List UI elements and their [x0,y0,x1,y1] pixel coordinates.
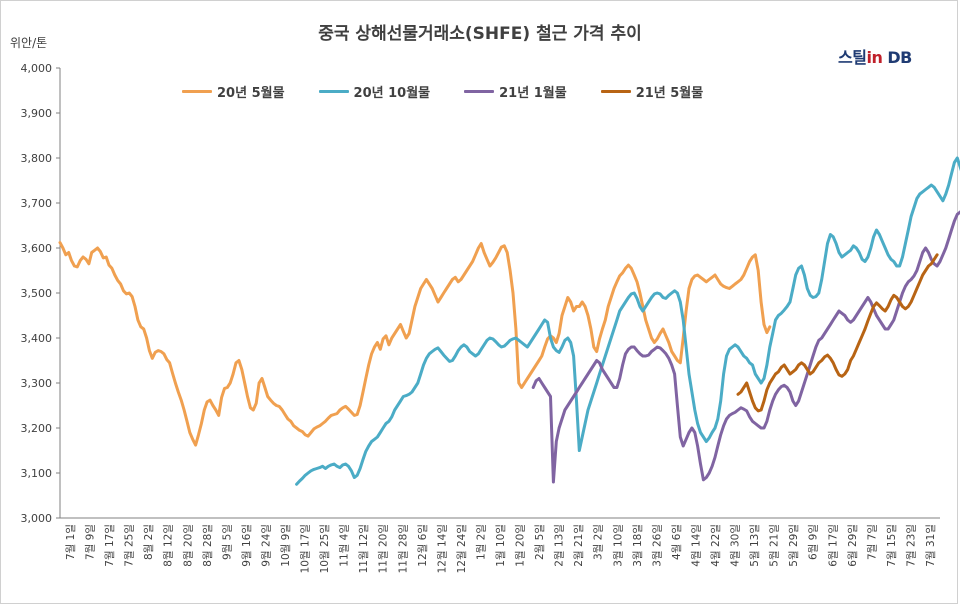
y-tick-label: 3,600 [21,242,53,255]
legend-item-s1: 20년 5월물 [182,82,285,101]
legend-label-s1: 20년 5월물 [217,86,285,101]
x-tick-label: 7월 9일 [84,524,97,560]
x-tick-label: 4월 6일 [670,524,683,560]
x-tick-label: 8월 28일 [201,524,214,567]
x-tick-label: 7월 25일 [123,524,136,567]
y-tick-label: 3,400 [21,332,53,345]
x-tick-label: 8월 12일 [162,524,175,567]
legend-item-s3: 21년 1월물 [464,82,567,101]
x-tick-label: 7월 7일 [865,524,878,560]
x-tick-label: 11월 4일 [338,524,351,567]
series-line-3 [531,210,960,484]
x-tick-label: 4월 30일 [729,524,742,567]
legend-swatch-s2 [318,90,349,93]
legend: 20년 5월물 20년 10월물 21년 1월물 21년 5월물 [182,82,703,101]
x-tick-label: 4월 14일 [689,524,702,567]
x-tick-label: 11월 12일 [357,524,370,573]
x-tick-label: 5월 29일 [787,524,800,567]
x-tick-label: 3월 26일 [650,524,663,567]
x-tick-label: 10월 9일 [279,524,292,567]
y-tick-label: 3,800 [21,152,53,165]
x-tick-label: 12월 14일 [435,524,448,573]
x-tick-label: 3월 10일 [611,524,624,567]
series-layer [58,156,960,486]
legend-swatch-s4 [600,90,631,93]
series-line-1 [58,241,772,447]
x-tick-label: 1월 20일 [514,524,527,567]
x-tick-label: 11월 20일 [377,524,390,573]
x-tick-label: 2월 21일 [572,524,585,567]
legend-swatch-s3 [464,90,495,93]
x-tick-label: 5월 13일 [748,524,761,567]
x-tick-label: 1월 2일 [474,524,487,560]
y-tick-label: 3,100 [21,467,53,480]
legend-item-s4: 21년 5월물 [600,82,704,101]
x-tick-label: 6월 9일 [807,524,820,560]
legend-swatch-s1 [182,90,212,93]
x-tick-label: 2월 13일 [553,524,566,567]
x-tick-label: 9월 16일 [240,524,253,567]
series-line-2 [295,156,960,486]
chart-title: 중국 상해선물거래소(SHFE) 철근 가격 추이 [318,24,642,44]
x-tick-label: 6월 17일 [826,524,839,567]
legend-label-s3: 21년 1월물 [499,86,567,101]
x-tick-label: 7월 1일 [64,524,77,560]
brand-logo-main: 스틸 [838,48,867,67]
y-tick-label: 3,200 [21,422,53,435]
x-tick-label: 1월 10일 [494,524,507,567]
x-tick-label: 3월 2일 [592,524,605,560]
legend-item-s2: 20년 10월물 [318,82,431,101]
y-tick-label: 3,700 [21,197,53,210]
x-tick-label: 7월 23일 [904,524,917,567]
x-tick-label: 10월 25일 [318,524,331,573]
x-tick-label: 9월 5일 [220,524,233,560]
x-tick-label: 8월 20일 [181,524,194,567]
x-tick-label: 7월 15일 [885,524,898,567]
y-tick-label: 3,500 [21,287,53,300]
y-tick-label: 3,300 [21,377,53,390]
series-line-4 [736,253,939,413]
x-tick-label: 4월 22일 [709,524,722,567]
y-axis-unit-label: 위안/톤 [10,36,48,50]
x-tick-label: 12월 6일 [416,524,429,567]
x-tick-label: 8월 2일 [142,524,155,560]
x-tick-label: 10월 17일 [299,524,312,573]
y-tick-label: 3,900 [21,107,53,120]
x-tick-label: 7월 17일 [103,524,116,567]
x-tick-label: 9월 24일 [259,524,272,567]
y-tick-label: 4,000 [21,62,53,75]
brand-logo: 스틸in DB [838,44,912,68]
x-tick-label: 6월 29일 [846,524,859,567]
x-tick-labels: 7월 1일 7월 9일 7월 17일 7월 25일 8월 2일 8월 12일 8월 20일 8… [64,524,937,573]
legend-label-s4: 21년 5월물 [635,86,704,101]
brand-logo-accent: in [866,48,883,67]
x-tick-label: 5월 21일 [768,524,781,567]
x-tick-label: 11월 28일 [396,524,409,573]
x-tick-label: 2월 5일 [533,524,546,560]
x-tick-label: 3월 18일 [631,524,644,567]
x-tick-label: 12월 24일 [455,524,468,573]
y-tick-label: 3,000 [21,512,53,525]
brand-logo-tail: DB [882,48,912,67]
x-tick-label: 7월 31일 [924,524,937,567]
legend-label-s2: 20년 10월물 [353,86,431,101]
y-tick-labels: 3,000 3,100 3,200 3,300 3,400 3,500 3,600 3,700… [21,62,60,525]
